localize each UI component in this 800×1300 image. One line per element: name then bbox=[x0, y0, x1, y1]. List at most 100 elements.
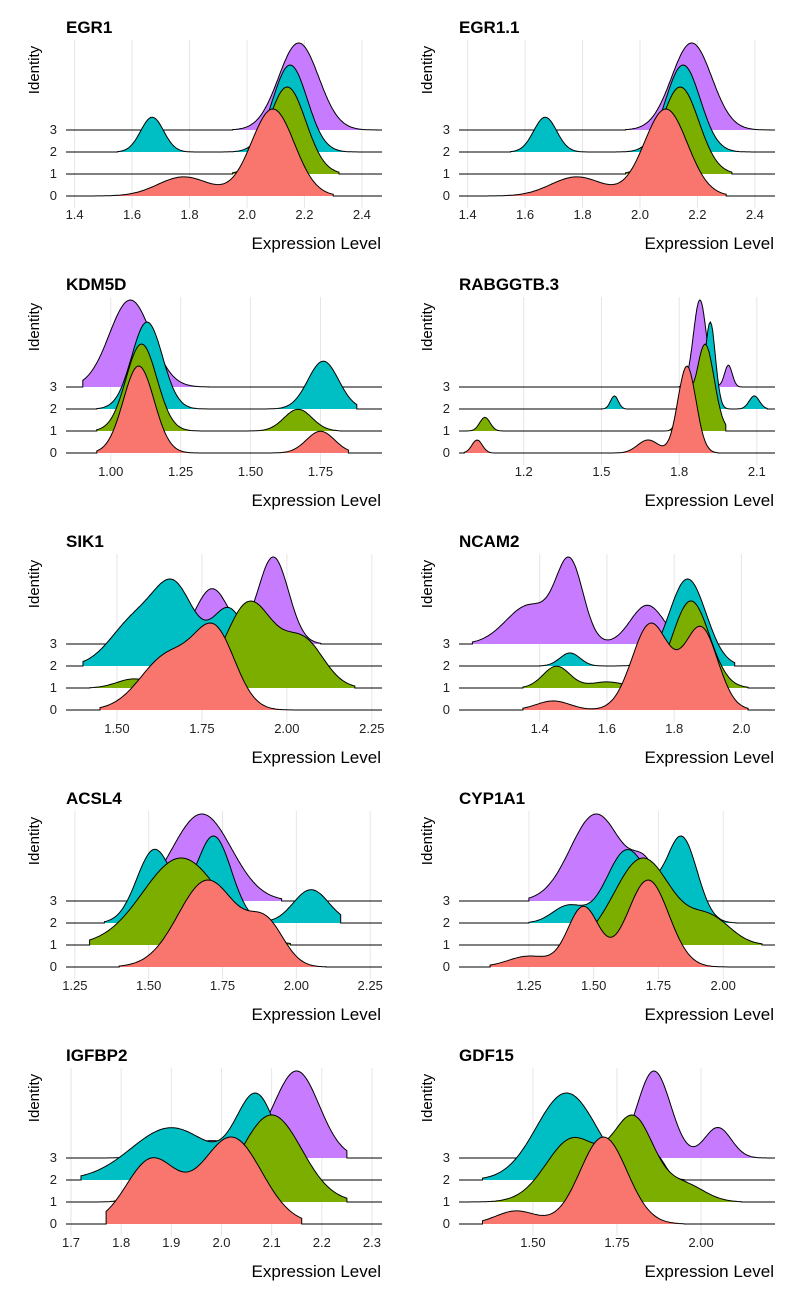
x-tick-label: 1.7 bbox=[62, 1235, 80, 1250]
x-axis-label: Expression Level bbox=[645, 1005, 774, 1024]
x-axis-label: Expression Level bbox=[252, 1262, 381, 1281]
x-tick-label: 1.8 bbox=[665, 721, 683, 736]
ridge-area-identity-0 bbox=[106, 1137, 302, 1224]
x-tick-label: 2.00 bbox=[688, 1235, 713, 1250]
panel-kdm5d: 0 1 2 3 1.00 1.25 1.50 1.75 KDM5D Identity Express… bbox=[26, 275, 382, 510]
x-tick-label: 1.75 bbox=[646, 978, 671, 993]
x-tick-label: 1.4 bbox=[531, 721, 549, 736]
y-tick-label: 0 bbox=[50, 702, 57, 717]
ridge-area-identity-3 bbox=[472, 557, 691, 644]
panel-title: RABGGTB.3 bbox=[459, 275, 559, 294]
ridge-outline-identity-2 bbox=[66, 321, 382, 410]
y-tick-label: 3 bbox=[50, 379, 57, 394]
y-tick-label: 0 bbox=[443, 1216, 450, 1231]
y-tick-label: 0 bbox=[443, 188, 450, 203]
x-tick-label: 2.00 bbox=[274, 721, 299, 736]
ridge-outline-identity-1 bbox=[459, 857, 775, 946]
x-tick-label: 2.2 bbox=[313, 1235, 331, 1250]
panel-title: CYP1A1 bbox=[459, 789, 525, 808]
x-tick-label: 2.1 bbox=[748, 464, 766, 479]
x-axis-label: Expression Level bbox=[252, 491, 381, 510]
x-tick-label: 2.00 bbox=[711, 978, 736, 993]
x-tick-label: 1.75 bbox=[189, 721, 214, 736]
y-tick-label: 2 bbox=[50, 658, 57, 673]
ridge-outline-identity-0 bbox=[66, 622, 382, 711]
y-tick-label: 0 bbox=[50, 188, 57, 203]
y-tick-label: 1 bbox=[443, 1194, 450, 1209]
ridge-area-identity-0 bbox=[100, 623, 314, 710]
y-tick-label: 3 bbox=[443, 1150, 450, 1165]
x-tick-label: 1.6 bbox=[516, 207, 534, 222]
ridge-area-identity-0 bbox=[490, 880, 729, 967]
y-axis-label: Identity bbox=[419, 1073, 436, 1122]
x-tick-label: 2.25 bbox=[359, 721, 384, 736]
y-tick-label: 2 bbox=[443, 915, 450, 930]
x-axis-label: Expression Level bbox=[645, 234, 774, 253]
y-tick-label: 3 bbox=[50, 1150, 57, 1165]
x-tick-label: 2.0 bbox=[238, 207, 256, 222]
ridge-area-identity-2 bbox=[482, 1093, 685, 1180]
x-tick-label: 2.2 bbox=[688, 207, 706, 222]
panel-egr1-1: 0 1 2 3 1.4 1.6 1.8 2.0 2.2 2.4 EGR1.1 Identity Expr… bbox=[419, 18, 775, 253]
y-tick-label: 3 bbox=[50, 893, 57, 908]
y-axis-label: Identity bbox=[419, 302, 436, 351]
ridge-outline-identity-3 bbox=[66, 42, 382, 131]
panel-title: ACSL4 bbox=[66, 789, 122, 808]
panel-title: NCAM2 bbox=[459, 532, 519, 551]
ridge-outline-identity-0 bbox=[66, 365, 382, 454]
y-tick-label: 1 bbox=[443, 937, 450, 952]
y-tick-label: 3 bbox=[443, 893, 450, 908]
panel-title: IGFBP2 bbox=[66, 1046, 127, 1065]
panel-cyp1a1: 0 1 2 3 1.25 1.50 1.75 2.00 CYP1A1 Identity Expres… bbox=[419, 789, 775, 1024]
x-tick-label: 2.1 bbox=[263, 1235, 281, 1250]
y-tick-label: 3 bbox=[443, 379, 450, 394]
x-tick-label: 2.2 bbox=[295, 207, 313, 222]
y-tick-label: 3 bbox=[443, 636, 450, 651]
y-axis-label: Identity bbox=[419, 816, 436, 865]
panel-acsl4: 0 1 2 3 1.25 1.50 1.75 2.00 2.25 ACSL4 Identity Exp… bbox=[26, 789, 383, 1024]
y-tick-label: 0 bbox=[443, 445, 450, 460]
x-tick-label: 2.0 bbox=[212, 1235, 230, 1250]
ridge-outline-identity-0 bbox=[459, 879, 775, 968]
ridge-area-identity-0 bbox=[482, 1137, 685, 1224]
x-tick-label: 1.25 bbox=[168, 464, 193, 479]
y-tick-label: 0 bbox=[50, 959, 57, 974]
y-tick-label: 1 bbox=[443, 680, 450, 695]
y-axis-label: Identity bbox=[419, 559, 436, 608]
ridge-outline-identity-0 bbox=[459, 622, 775, 711]
x-tick-label: 1.00 bbox=[98, 464, 123, 479]
ridge-area-identity-1 bbox=[96, 344, 341, 431]
x-tick-label: 1.2 bbox=[515, 464, 533, 479]
x-tick-label: 2.0 bbox=[631, 207, 649, 222]
ridge-area-identity-3 bbox=[232, 43, 377, 130]
x-tick-label: 1.5 bbox=[592, 464, 610, 479]
y-tick-label: 1 bbox=[50, 1194, 57, 1209]
ridge-area-identity-0 bbox=[482, 109, 727, 196]
x-tick-label: 1.50 bbox=[238, 464, 263, 479]
panel-title: SIK1 bbox=[66, 532, 104, 551]
x-axis-label: Expression Level bbox=[645, 748, 774, 767]
y-tick-label: 1 bbox=[50, 937, 57, 952]
y-axis-label: Identity bbox=[26, 45, 43, 94]
y-tick-label: 0 bbox=[50, 1216, 57, 1231]
ridge-area-identity-0 bbox=[464, 366, 718, 453]
ridge-area-identity-2 bbox=[601, 322, 768, 409]
x-tick-label: 2.25 bbox=[358, 978, 383, 993]
ridge-outline-identity-1 bbox=[66, 343, 382, 432]
x-tick-label: 2.4 bbox=[746, 207, 764, 222]
x-tick-label: 1.6 bbox=[123, 207, 141, 222]
ridge-area-identity-3 bbox=[625, 43, 770, 130]
panel-title: GDF15 bbox=[459, 1046, 514, 1065]
y-tick-label: 2 bbox=[50, 1172, 57, 1187]
ridge-area-identity-1 bbox=[567, 858, 762, 945]
panel-title: EGR1 bbox=[66, 18, 112, 37]
x-tick-label: 1.25 bbox=[516, 978, 541, 993]
x-tick-label: 1.50 bbox=[136, 978, 161, 993]
ridge-area-identity-0 bbox=[89, 109, 334, 196]
y-tick-label: 1 bbox=[50, 680, 57, 695]
y-tick-label: 1 bbox=[50, 423, 57, 438]
ridge-outline-identity-3 bbox=[459, 556, 775, 645]
ridge-area-identity-0 bbox=[522, 623, 749, 710]
y-axis-label: Identity bbox=[26, 559, 43, 608]
y-tick-label: 2 bbox=[443, 658, 450, 673]
